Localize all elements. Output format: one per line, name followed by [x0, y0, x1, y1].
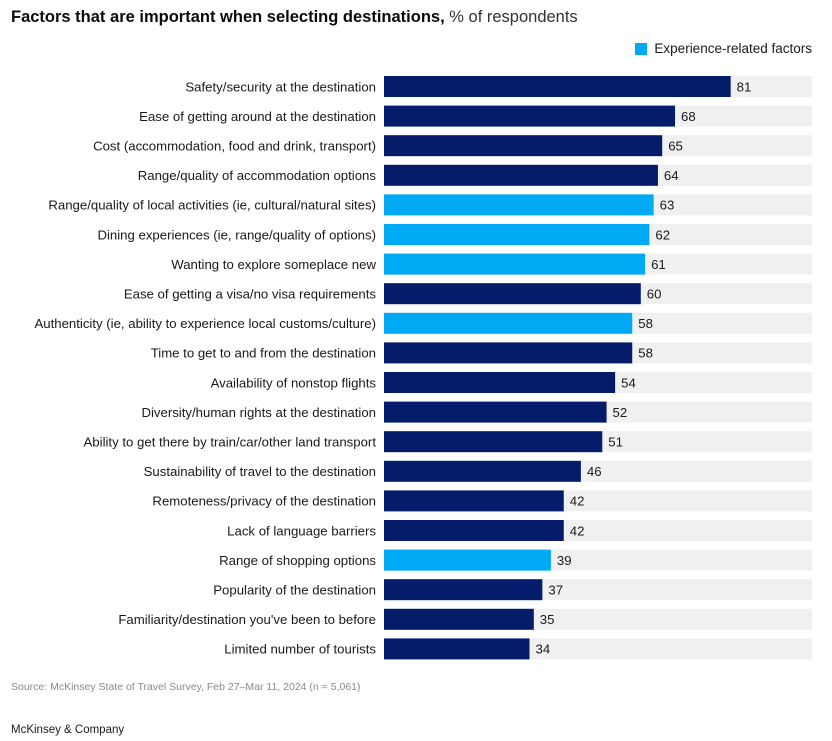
bar-row: Range of shopping options 39	[219, 549, 812, 571]
bar	[384, 549, 551, 571]
value-label: 62	[655, 227, 670, 242]
bar-row: Time to get to and from the destination 5…	[151, 342, 812, 364]
value-label: 51	[608, 435, 623, 450]
value-label: 63	[660, 198, 675, 213]
bar-row: Authenticity (ie, ability to experience …	[34, 312, 812, 334]
value-label: 46	[587, 464, 602, 479]
bar	[384, 253, 646, 275]
bar-row: Limited number of tourists 34	[224, 638, 812, 660]
bar	[384, 135, 663, 157]
bar	[384, 520, 564, 541]
value-label: 58	[638, 346, 653, 361]
value-label: 81	[737, 79, 752, 94]
category-label: Time to get to and from the destination	[151, 346, 376, 361]
bar-row: Dining experiences (ie, range/quality of…	[97, 224, 812, 245]
source-note: Source: McKinsey State of Travel Survey,…	[11, 681, 361, 693]
bar	[384, 283, 641, 305]
category-label: Range of shopping options	[219, 553, 376, 568]
bar-row: Wanting to explore someplace new 61	[171, 253, 812, 275]
legend-label: Experience-related factors	[654, 41, 812, 56]
category-label: Dining experiences (ie, range/quality of…	[97, 227, 376, 242]
bar	[384, 76, 731, 97]
bar-chart: Safety/security at the destination 81 Ease…	[34, 76, 812, 660]
chart-title-unit: % of respondents	[449, 8, 578, 26]
value-label: 64	[664, 168, 679, 183]
category-label: Availability of nonstop flights	[211, 375, 377, 390]
legend-swatch	[635, 42, 648, 55]
bar-row: Cost (accommodation, food and drink, tra…	[93, 135, 812, 157]
bar	[384, 490, 564, 512]
value-label: 60	[647, 287, 662, 302]
bar	[384, 105, 676, 127]
value-label: 68	[681, 109, 696, 124]
value-label: 35	[540, 612, 555, 627]
bar-row: Ease of getting a visa/no visa requireme…	[124, 283, 812, 305]
category-label: Wanting to explore someplace new	[171, 257, 376, 272]
value-label: 61	[651, 257, 666, 272]
bar-row: Safety/security at the destination 81	[185, 76, 812, 97]
bar	[384, 312, 633, 334]
bar	[384, 164, 658, 186]
bar	[384, 342, 633, 364]
category-label: Popularity of the destination	[213, 583, 376, 598]
category-label: Lack of language barriers	[227, 523, 376, 538]
bar	[384, 224, 650, 245]
category-label: Range/quality of local activities (ie, c…	[48, 198, 376, 213]
bar-row: Diversity/human rights at the destinatio…	[141, 401, 812, 423]
bar-row: Lack of language barriers 42	[227, 520, 812, 541]
bar-row: Popularity of the destination 37	[213, 579, 812, 601]
bar-row: Range/quality of local activities (ie, c…	[48, 194, 812, 216]
bar	[384, 431, 603, 453]
category-label: Diversity/human rights at the destinatio…	[141, 405, 376, 420]
value-label: 58	[638, 316, 653, 331]
value-label: 37	[548, 583, 563, 598]
category-label: Authenticity (ie, ability to experience …	[34, 316, 376, 331]
category-label: Sustainability of travel to the destinat…	[144, 464, 376, 479]
bar-row: Sustainability of travel to the destinat…	[144, 460, 812, 482]
value-label: 42	[570, 523, 585, 538]
value-label: 52	[613, 405, 628, 420]
category-label: Familiarity/destination you've been to b…	[118, 612, 376, 627]
category-label: Ease of getting a visa/no visa requireme…	[124, 287, 377, 302]
value-label: 54	[621, 375, 636, 390]
bar-row: Familiarity/destination you've been to b…	[118, 608, 812, 630]
brand-name: McKinsey & Company	[11, 724, 125, 736]
category-label: Ability to get there by train/car/other …	[84, 435, 377, 450]
bar-row: Range/quality of accommodation options 64	[138, 164, 812, 186]
value-label: 42	[570, 494, 585, 509]
category-label: Safety/security at the destination	[185, 79, 376, 94]
bar	[384, 460, 581, 482]
bar-row: Availability of nonstop flights 54	[211, 372, 812, 393]
value-label: 34	[536, 642, 551, 657]
bar-row: Ability to get there by train/car/other …	[84, 431, 812, 453]
category-label: Cost (accommodation, food and drink, tra…	[93, 139, 376, 154]
bar	[384, 372, 616, 393]
bar	[384, 638, 530, 660]
bar	[384, 608, 534, 630]
bar-row: Ease of getting around at the destinatio…	[139, 105, 812, 127]
bar-row: Remoteness/privacy of the destination 42	[152, 490, 812, 512]
chart-legend: Experience-related factors	[635, 41, 812, 56]
category-label: Limited number of tourists	[224, 642, 376, 657]
value-label: 39	[557, 553, 572, 568]
value-label: 65	[668, 139, 683, 154]
bar	[384, 579, 543, 601]
bar	[384, 194, 654, 216]
chart-title-main: Factors that are important when selectin…	[11, 8, 445, 26]
bar	[384, 401, 607, 423]
category-label: Range/quality of accommodation options	[138, 168, 377, 183]
chart-title: Factors that are important when selectin…	[11, 8, 578, 27]
category-label: Ease of getting around at the destinatio…	[139, 109, 376, 124]
category-label: Remoteness/privacy of the destination	[152, 494, 376, 509]
